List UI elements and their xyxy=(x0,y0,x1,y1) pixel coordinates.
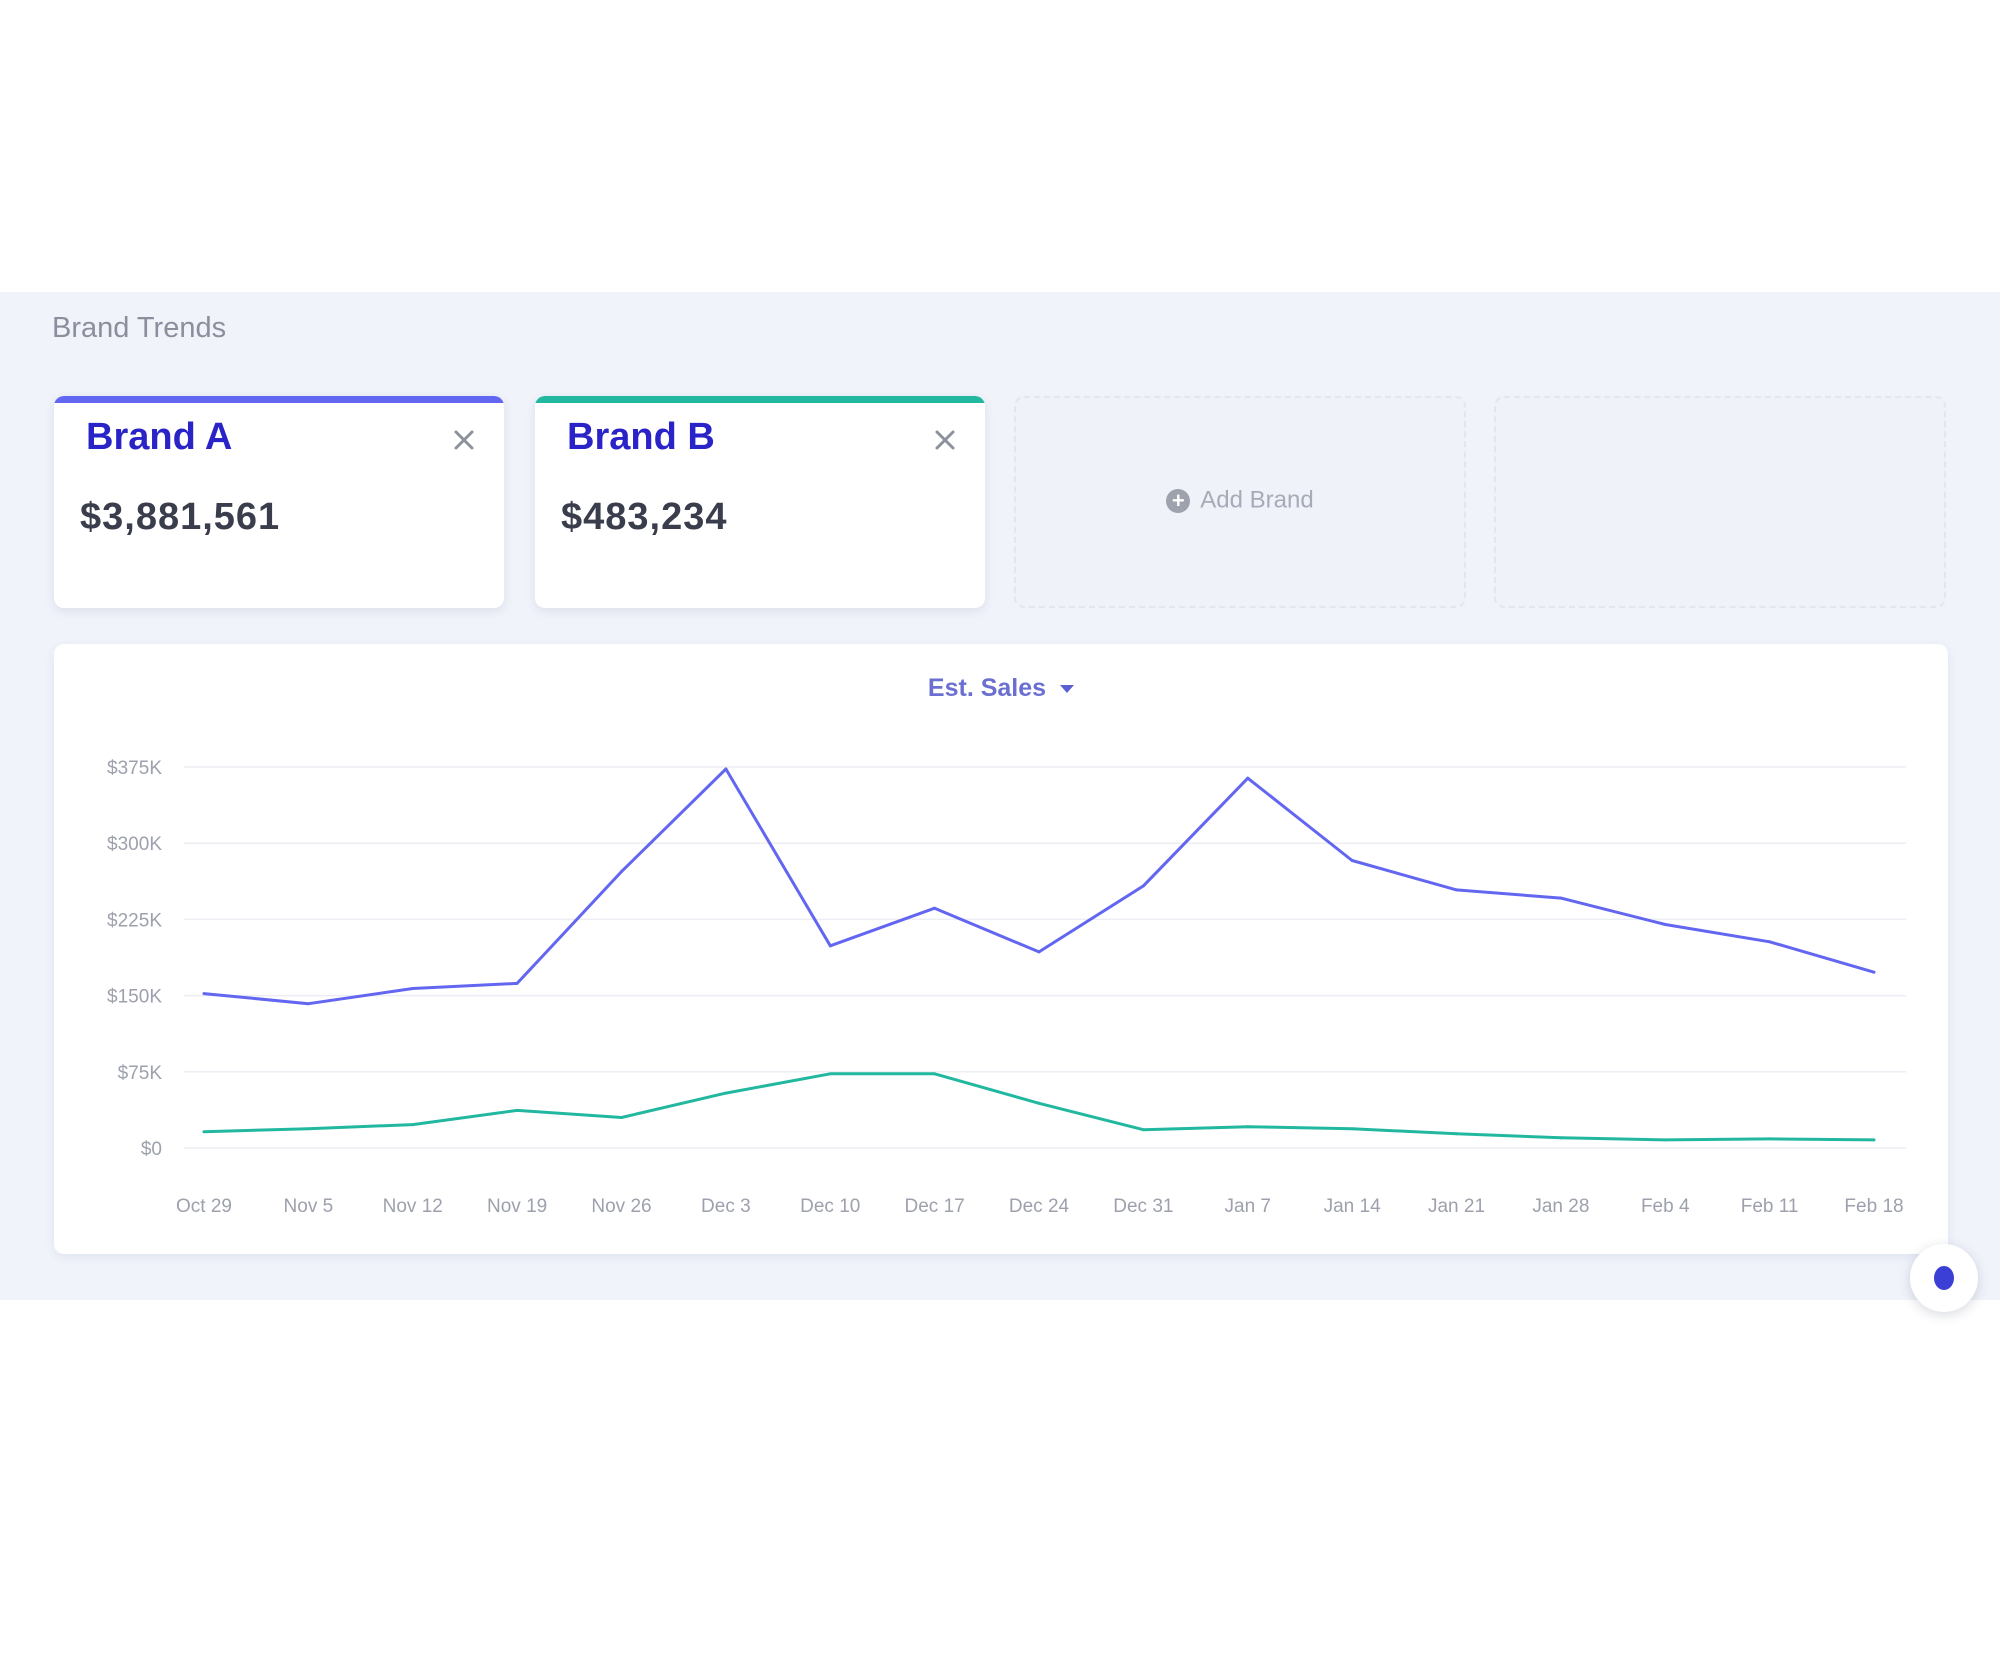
data-point xyxy=(1872,1138,1876,1142)
data-point xyxy=(202,1130,206,1134)
add-brand-slot[interactable]: + Add Brand xyxy=(1014,396,1466,608)
x-tick-label: Feb 4 xyxy=(1641,1196,1690,1217)
data-point xyxy=(1350,858,1354,862)
data-point xyxy=(1559,1136,1563,1140)
close-icon[interactable] xyxy=(931,426,959,454)
help-button[interactable] xyxy=(1910,1244,1978,1312)
y-tick-label: $300K xyxy=(107,834,162,855)
data-point xyxy=(1246,1125,1250,1129)
data-point xyxy=(1663,922,1667,926)
metric-dropdown[interactable]: Est. Sales xyxy=(54,674,1948,703)
help-icon xyxy=(1934,1266,1954,1290)
data-point xyxy=(1663,1138,1667,1142)
data-point xyxy=(411,1123,415,1127)
x-tick-label: Nov 19 xyxy=(487,1196,547,1217)
series-line-brand-b xyxy=(203,1072,1875,1142)
x-tick-label: Oct 29 xyxy=(176,1196,232,1217)
y-tick-label: $75K xyxy=(118,1063,163,1084)
data-point xyxy=(1872,970,1876,974)
empty-brand-slot xyxy=(1494,396,1946,608)
section-title: Brand Trends xyxy=(52,312,227,344)
x-tick-label: Dec 31 xyxy=(1113,1196,1173,1217)
brand-amount: $483,234 xyxy=(561,496,728,538)
data-point xyxy=(620,870,623,874)
x-tick-label: Dec 17 xyxy=(905,1196,965,1217)
data-point xyxy=(515,1108,519,1112)
data-point xyxy=(1246,776,1250,780)
y-tick-label: $225K xyxy=(107,910,162,931)
y-tick-label: $0 xyxy=(141,1139,162,1160)
data-point xyxy=(620,1116,623,1120)
x-tick-label: Dec 10 xyxy=(800,1196,860,1217)
data-point xyxy=(1768,1137,1772,1141)
y-tick-label: $375K xyxy=(107,758,162,779)
sales-line-chart: $0 $75K $150K $225K $300K $375K Oct 29 Nov 5 Nov… xyxy=(107,758,1906,1217)
data-point xyxy=(933,1072,937,1076)
x-tick-label: Feb 11 xyxy=(1741,1196,1799,1217)
data-point xyxy=(306,1002,310,1006)
data-point xyxy=(828,944,832,948)
y-tick-label: $150K xyxy=(107,987,162,1008)
data-point xyxy=(515,981,519,985)
close-icon[interactable] xyxy=(450,426,478,454)
x-tick-label: Jan 14 xyxy=(1324,1196,1381,1217)
brand-name: Brand B xyxy=(567,416,715,458)
data-point xyxy=(306,1127,310,1131)
x-tick-label: Nov 26 xyxy=(591,1196,651,1217)
data-point xyxy=(1141,1128,1145,1132)
plus-circle-icon: + xyxy=(1166,488,1191,513)
brand-name: Brand A xyxy=(86,416,233,458)
brand-amount: $3,881,561 xyxy=(80,496,281,538)
data-point xyxy=(724,1091,728,1095)
add-brand-button[interactable]: + Add Brand xyxy=(1016,486,1464,515)
data-point xyxy=(411,986,415,990)
x-tick-label: Jan 28 xyxy=(1532,1196,1589,1217)
x-tick-label: Feb 18 xyxy=(1844,1196,1903,1217)
data-point xyxy=(202,992,206,996)
brand-card-accent xyxy=(54,396,504,403)
chart-card: Est. Sales $0 $75K $150K $225K $300K $375K Oct… xyxy=(54,644,1948,1254)
data-point xyxy=(1455,1132,1458,1136)
brand-card-a[interactable]: Brand A $3,881,561 xyxy=(54,396,504,608)
data-point xyxy=(1559,896,1563,900)
data-point xyxy=(724,767,728,771)
x-tick-label: Jan 7 xyxy=(1225,1196,1271,1217)
brand-card-accent xyxy=(535,396,985,403)
metric-label: Est. Sales xyxy=(927,674,1047,702)
x-tick-label: Dec 3 xyxy=(701,1196,751,1217)
series-line-brand-a xyxy=(203,767,1875,1006)
data-point xyxy=(933,906,937,910)
data-point xyxy=(1037,950,1041,954)
data-point xyxy=(1141,884,1145,888)
x-tick-label: Nov 5 xyxy=(284,1196,334,1217)
data-point xyxy=(1455,888,1458,892)
data-point xyxy=(1768,940,1772,944)
caret-down-icon xyxy=(1060,685,1075,694)
x-tick-label: Jan 21 xyxy=(1428,1196,1485,1217)
data-point xyxy=(1037,1101,1041,1105)
add-brand-label: Add Brand xyxy=(1200,486,1314,514)
data-point xyxy=(1350,1127,1354,1131)
data-point xyxy=(828,1072,832,1076)
brand-card-b[interactable]: Brand B $483,234 xyxy=(535,396,985,608)
x-tick-label: Nov 12 xyxy=(383,1196,443,1217)
x-tick-label: Dec 24 xyxy=(1009,1196,1070,1217)
